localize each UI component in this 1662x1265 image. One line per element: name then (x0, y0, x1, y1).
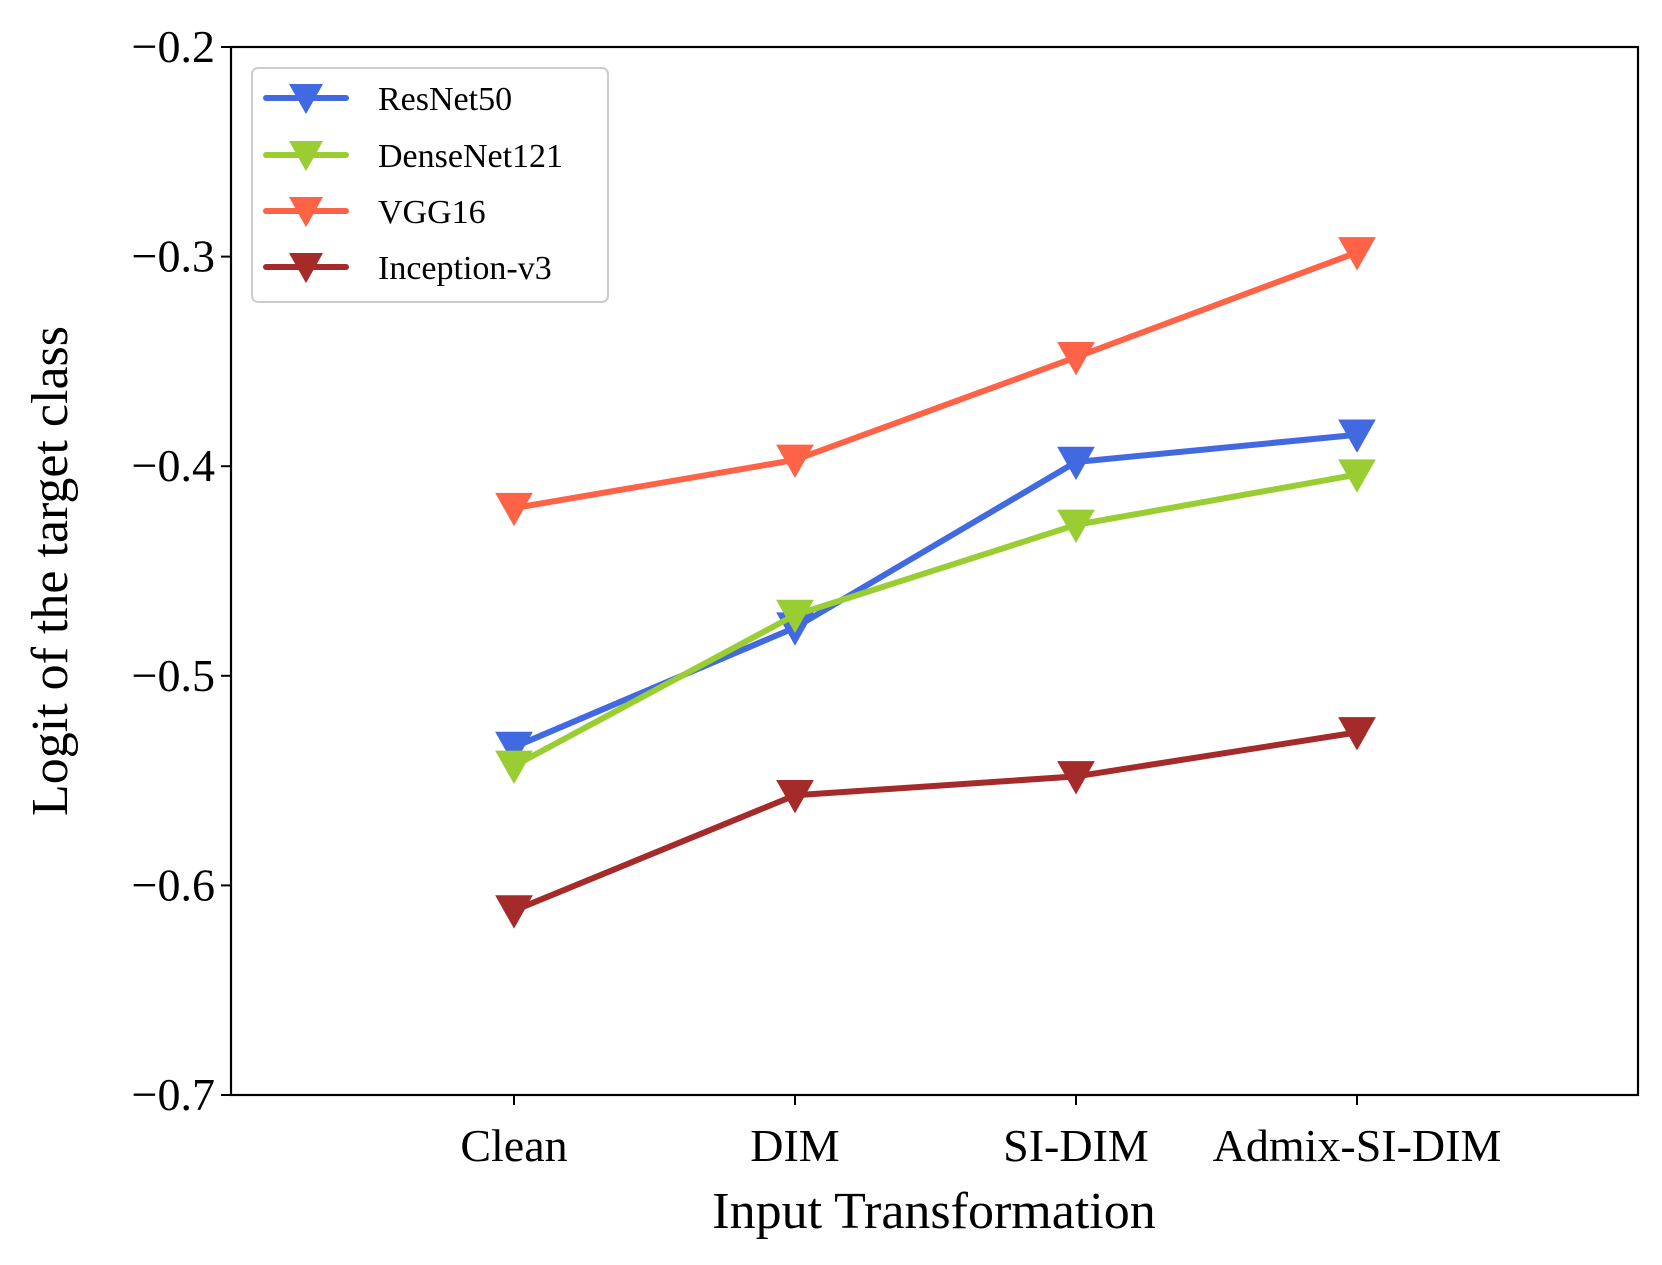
series-line-densenet121 (511, 471, 1360, 769)
data-point-densenet121 (1338, 459, 1376, 493)
x-tick-label: DIM (750, 1120, 839, 1171)
data-point-inception-v3 (1338, 717, 1376, 751)
legend-label-inception-v3: Inception-v3 (378, 250, 552, 287)
y-axis-ticks: −0.2 −0.3 −0.4 −0.5 −0.6 −0.7 (132, 21, 231, 1120)
data-point-resnet50 (1338, 419, 1376, 453)
legend-marker-vgg16 (289, 197, 323, 228)
y-tick-label: −0.5 (132, 650, 215, 701)
series-line-inception-v3 (511, 729, 1360, 914)
data-point-vgg16 (776, 444, 814, 479)
data-point-vgg16 (495, 492, 533, 527)
y-tick-label: −0.3 (132, 231, 215, 282)
x-tick-label: Clean (460, 1120, 567, 1171)
series-layer (495, 237, 1376, 929)
legend-box (251, 67, 609, 303)
series-line-vgg16 (511, 249, 1360, 512)
data-point-resnet50 (495, 731, 533, 766)
legend-marker-resnet50 (289, 84, 323, 115)
legend-label-vgg16: VGG16 (378, 194, 486, 231)
legend-label-densenet121: DenseNet121 (378, 138, 563, 175)
x-tick-label: Admix-SI-DIM (1213, 1120, 1502, 1171)
legend: ResNet50 DenseNet121 VGG16 Inception-v3 (251, 67, 609, 303)
data-point-inception-v3 (1057, 761, 1095, 795)
legend-label-resnet50: ResNet50 (378, 81, 512, 118)
data-point-inception-v3 (495, 895, 533, 929)
x-axis-title: Input Transformation (712, 1183, 1155, 1240)
data-point-inception-v3 (776, 780, 814, 814)
y-axis-title: Logit of the target class (22, 326, 79, 816)
data-point-densenet121 (1057, 509, 1095, 544)
data-point-vgg16 (1338, 237, 1376, 271)
data-point-resnet50 (1057, 446, 1095, 481)
y-tick-label: −0.4 (132, 440, 215, 491)
x-tick-label: SI-DIM (1003, 1120, 1149, 1171)
data-point-densenet121 (495, 750, 533, 785)
x-axis-ticks: Clean DIM SI-DIM Admix-SI-DIM (460, 1095, 1501, 1171)
legend-marker-inception-v3 (289, 253, 323, 284)
legend-marker-densenet121 (289, 141, 323, 172)
data-point-densenet121 (776, 599, 814, 634)
y-tick-label: −0.6 (132, 859, 215, 910)
y-tick-label: −0.7 (132, 1069, 215, 1120)
y-tick-label: −0.2 (132, 21, 215, 72)
plot-area-frame (229, 45, 1640, 1097)
data-point-vgg16 (1057, 341, 1095, 376)
